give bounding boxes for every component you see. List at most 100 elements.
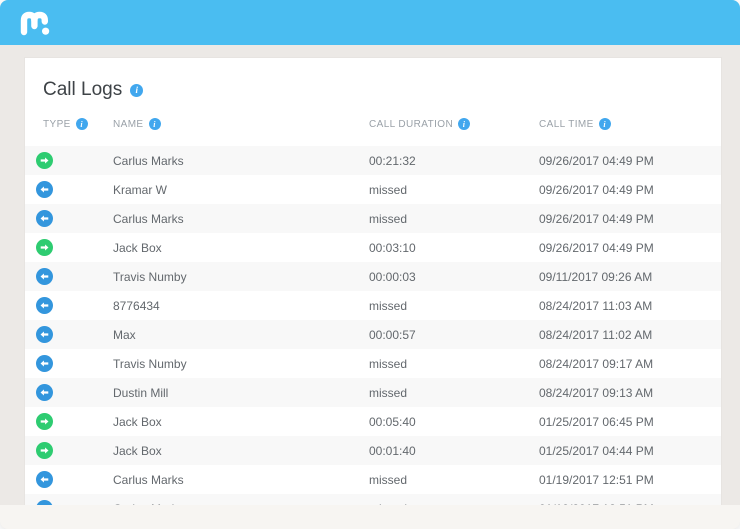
call-time: 08/24/2017 11:03 AM [539, 298, 653, 313]
call-type-cell [36, 152, 113, 169]
call-duration: missed [369, 182, 408, 197]
table-row: Travis Numby 00:00:03 09/11/2017 09:26 A… [25, 262, 721, 291]
caller-name: Carlus Marks [113, 211, 184, 226]
table-row: Dustin Mill missed 08/24/2017 09:13 AM [25, 378, 721, 407]
call-log-rows: Carlus Marks 00:21:32 09/26/2017 04:49 P… [25, 146, 721, 505]
name-info-icon[interactable]: i [148, 118, 161, 130]
call-duration: missed [369, 502, 539, 506]
outgoing-call-icon [36, 442, 53, 459]
call-time: 01/19/2017 12:51 PM [539, 472, 654, 487]
call-duration: missed [369, 298, 408, 313]
type-info-icon[interactable]: i [75, 118, 88, 130]
incoming-call-icon [36, 326, 53, 343]
incoming-call-icon [36, 500, 53, 505]
incoming-call-icon [36, 297, 53, 314]
call-time: 09/26/2017 04:49 PM [539, 211, 654, 226]
outgoing-call-icon [36, 413, 53, 430]
call-type-cell [36, 210, 113, 227]
call-duration: missed [369, 472, 408, 487]
call-time: 09/26/2017 04:49 PM [539, 240, 654, 255]
arrow-icon [40, 418, 49, 425]
table-row: Travis Numby missed 08/24/2017 09:17 AM [25, 349, 721, 378]
call-type-cell [36, 297, 113, 314]
call-type-cell [36, 442, 113, 459]
call-duration-info-icon[interactable]: i [458, 118, 471, 130]
call-logs-info-icon[interactable]: i [130, 83, 144, 97]
arrow-icon [40, 215, 49, 222]
page-content: Call Logs i TYPE i NAME i CALL DURATION … [0, 45, 740, 505]
call-logs-card: Call Logs i TYPE i NAME i CALL DURATION … [24, 57, 722, 505]
column-header-call-time: CALL TIME i [539, 118, 721, 130]
mspy-logo[interactable] [17, 6, 53, 40]
arrow-icon [40, 186, 49, 193]
call-type-cell [36, 500, 113, 505]
column-header-call-duration-label: CALL DURATION [369, 118, 454, 130]
call-type-cell [36, 355, 113, 372]
arrow-icon [40, 302, 49, 309]
call-duration: missed [369, 211, 408, 226]
table-row: Carlus Marks missed 01/19/2017 12:51 PM [25, 465, 721, 494]
arrow-icon [40, 273, 49, 280]
column-header-call-duration: CALL DURATION i [369, 118, 539, 130]
caller-name: Jack Box [113, 414, 162, 429]
caller-name: Carlus Marks [113, 153, 184, 168]
table-row: Jack Box 00:01:40 01/25/2017 04:44 PM [25, 436, 721, 465]
caller-name: Max [113, 327, 136, 342]
table-header-row: TYPE i NAME i CALL DURATION i CALL TIME … [25, 102, 721, 146]
table-row: Kramar W missed 09/26/2017 04:49 PM [25, 175, 721, 204]
incoming-call-icon [36, 384, 53, 401]
incoming-call-icon [36, 355, 53, 372]
column-header-type: TYPE i [43, 118, 113, 130]
arrow-icon [40, 244, 49, 251]
arrow-icon [40, 447, 49, 454]
call-time: 08/24/2017 09:13 AM [539, 385, 654, 400]
call-time: 01/25/2017 06:45 PM [539, 414, 654, 429]
page-footer [0, 505, 740, 529]
caller-name: Dustin Mill [113, 385, 169, 400]
card-title-row: Call Logs i [43, 78, 721, 102]
caller-name: 8776434 [113, 298, 160, 313]
outgoing-call-icon [36, 239, 53, 256]
arrow-icon [40, 331, 49, 338]
call-time: 09/11/2017 09:26 AM [539, 269, 653, 284]
call-duration: 00:01:40 [369, 443, 416, 458]
caller-name: Carlus Marks [113, 502, 369, 506]
arrow-icon [40, 360, 49, 367]
arrow-icon [40, 157, 49, 164]
table-row: 8776434 missed 08/24/2017 11:03 AM [25, 291, 721, 320]
table-row: Max 00:00:57 08/24/2017 11:02 AM [25, 320, 721, 349]
call-time: 08/24/2017 09:17 AM [539, 356, 654, 371]
caller-name: Travis Numby [113, 356, 187, 371]
call-type-cell [36, 471, 113, 488]
call-time: 08/24/2017 11:02 AM [539, 327, 653, 342]
arrow-icon [40, 476, 49, 483]
call-time: 09/26/2017 04:49 PM [539, 182, 654, 197]
call-duration: missed [369, 385, 408, 400]
caller-name: Kramar W [113, 182, 167, 197]
incoming-call-icon [36, 471, 53, 488]
caller-name: Travis Numby [113, 269, 187, 284]
call-type-cell [36, 413, 113, 430]
table-row: Carlus Marks missed 09/26/2017 04:49 PM [25, 204, 721, 233]
call-duration: 00:21:32 [369, 153, 416, 168]
call-time: 01/19/2017 12:51 PM [539, 502, 721, 506]
call-type-cell [36, 239, 113, 256]
table-row: Carlus Marks 00:21:32 09/26/2017 04:49 P… [25, 146, 721, 175]
call-time: 09/26/2017 04:49 PM [539, 153, 654, 168]
call-duration: 00:03:10 [369, 240, 416, 255]
caller-name: Jack Box [113, 240, 162, 255]
outgoing-call-icon [36, 152, 53, 169]
column-header-name-label: NAME [113, 118, 144, 130]
call-type-cell [36, 268, 113, 285]
incoming-call-icon [36, 268, 53, 285]
call-time-info-icon[interactable]: i [598, 118, 611, 130]
call-time: 01/25/2017 04:44 PM [539, 443, 654, 458]
column-header-name: NAME i [113, 118, 369, 130]
incoming-call-icon [36, 181, 53, 198]
call-duration: missed [369, 356, 408, 371]
caller-name: Jack Box [113, 443, 162, 458]
arrow-icon [40, 389, 49, 396]
column-header-type-label: TYPE [43, 118, 71, 130]
call-type-cell [36, 181, 113, 198]
